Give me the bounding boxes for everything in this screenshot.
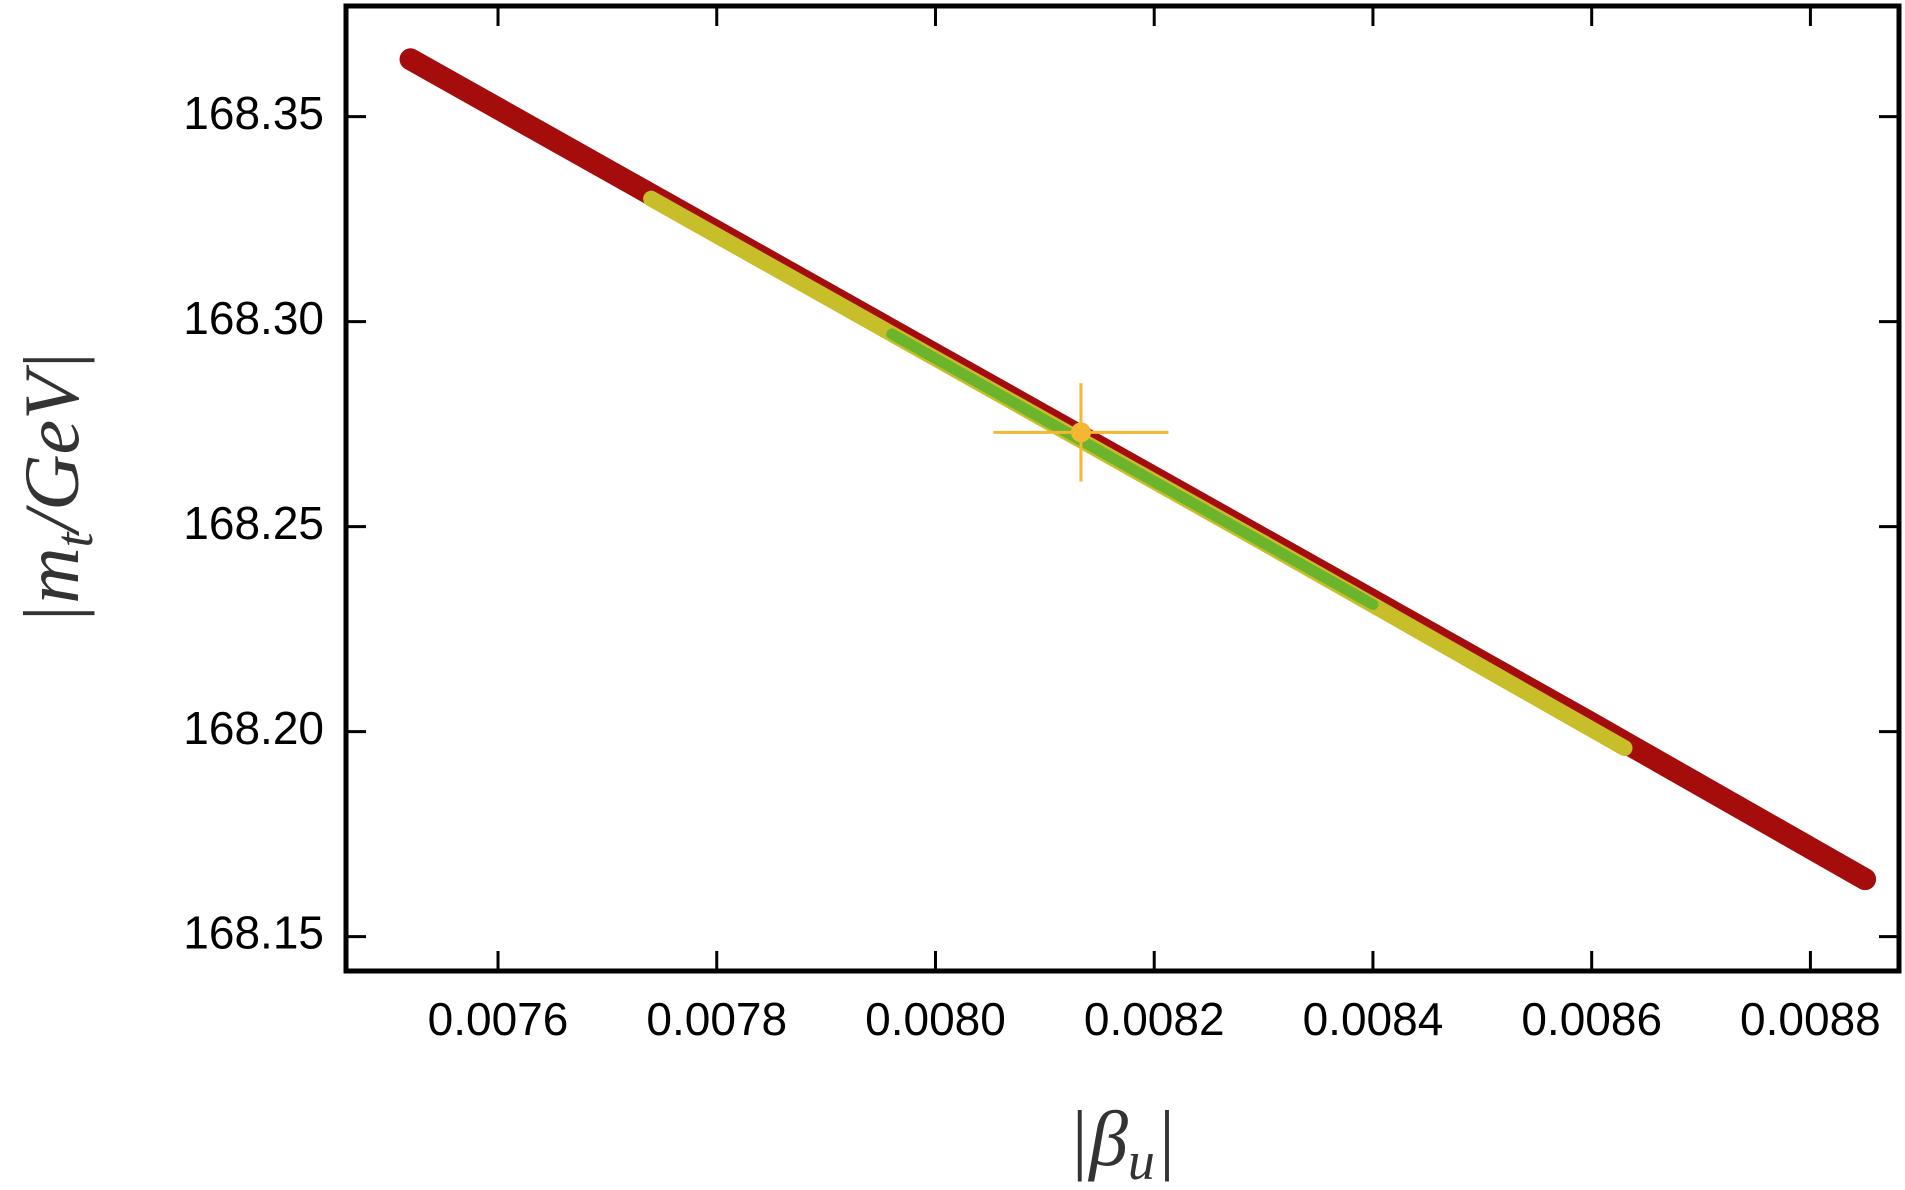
x-tick-label: 0.0082 bbox=[1084, 993, 1225, 1045]
x-label-part: | bbox=[1155, 1095, 1176, 1182]
point-band bbox=[886, 328, 1379, 611]
x-label-part: u bbox=[1128, 1131, 1155, 1190]
y-tick-label: 168.20 bbox=[183, 702, 324, 754]
y-label-part: /GeV| bbox=[8, 351, 95, 537]
x-tick-label: 0.0088 bbox=[1740, 993, 1881, 1045]
x-tick-label: 0.0078 bbox=[646, 993, 787, 1045]
y-tick-label: 168.30 bbox=[183, 292, 324, 344]
y-label-part: t bbox=[44, 530, 104, 547]
x-tick-label: 0.0076 bbox=[428, 993, 569, 1045]
y-axis-label: |mt/GeV| bbox=[8, 351, 104, 626]
plot-frame bbox=[343, 3, 1902, 974]
point bbox=[1070, 422, 1091, 443]
x-label-part: β bbox=[1087, 1095, 1128, 1182]
x-tick-label: 0.0080 bbox=[865, 993, 1006, 1045]
y-label-part: |m bbox=[8, 547, 95, 625]
y-tick-label: 168.15 bbox=[183, 907, 324, 959]
y-tick-label: 168.35 bbox=[183, 87, 324, 139]
x-tick-label: 0.0086 bbox=[1521, 993, 1662, 1045]
y-tick-label: 168.25 bbox=[183, 497, 324, 549]
x-axis-label: |βu| bbox=[1068, 1095, 1177, 1190]
x-label-part: | bbox=[1068, 1095, 1089, 1182]
x-tick-label: 0.0084 bbox=[1303, 993, 1444, 1045]
